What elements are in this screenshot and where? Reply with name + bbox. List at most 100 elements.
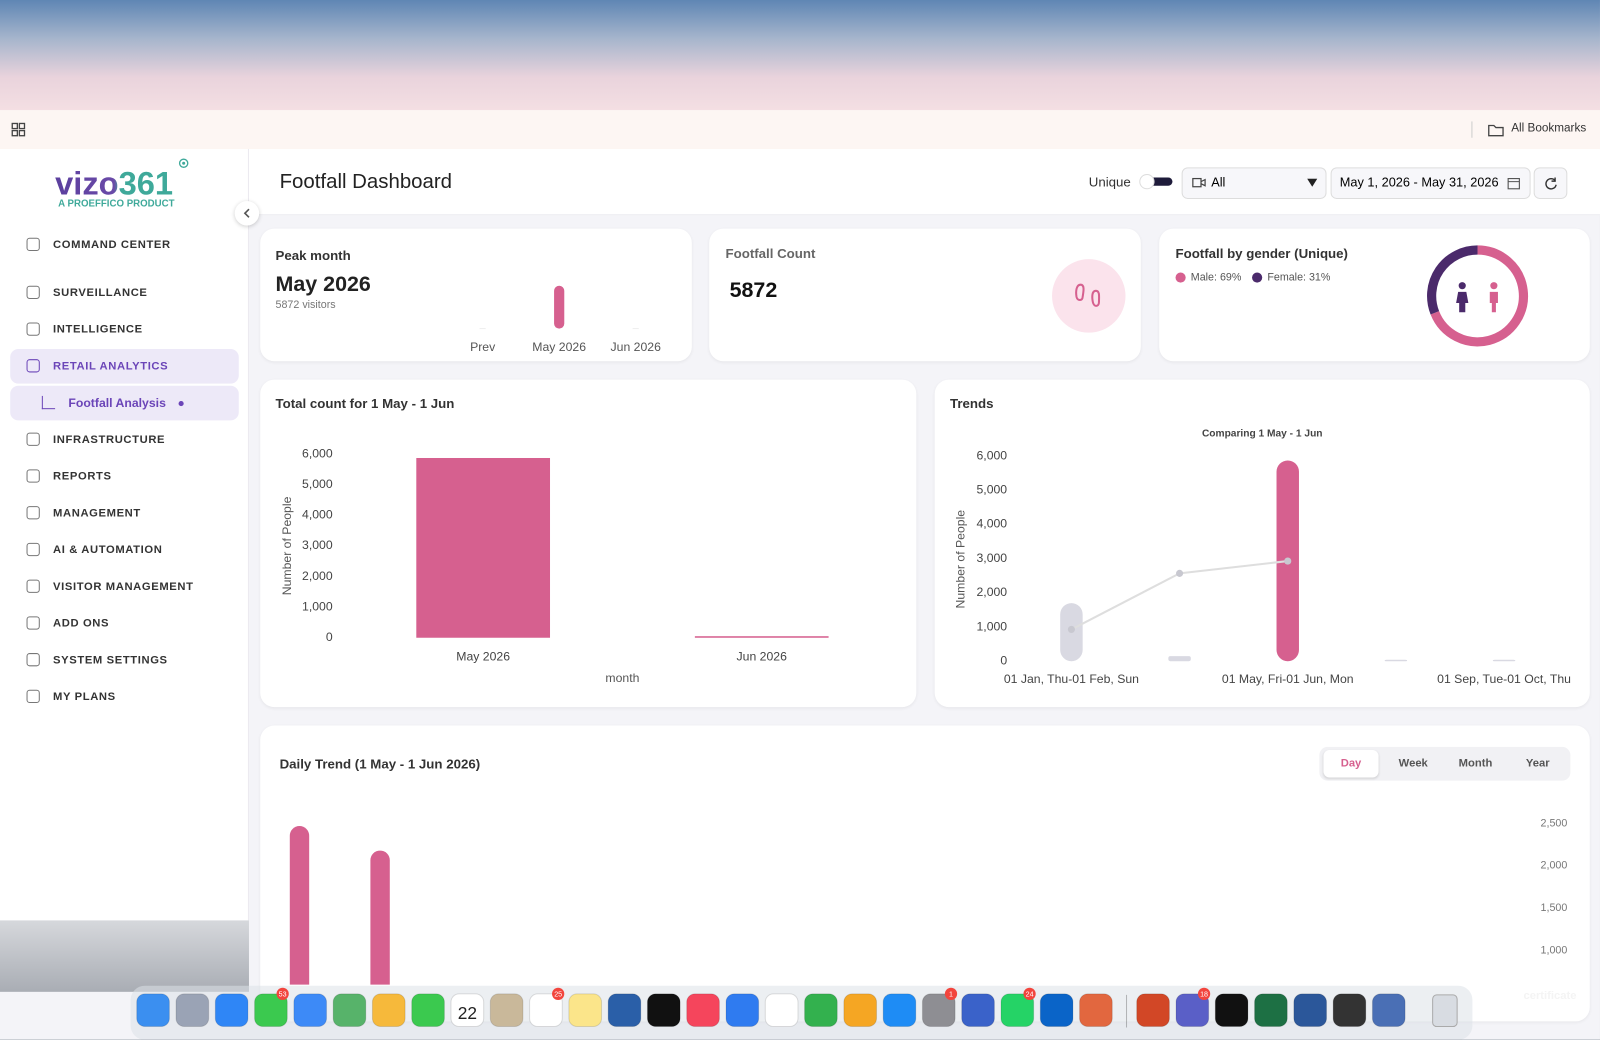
date-range-picker[interactable]: May 1, 2026 - May 31, 2026: [1330, 167, 1531, 199]
app-icon[interactable]: [764, 993, 799, 1028]
app-icon[interactable]: [725, 993, 760, 1028]
page-title: Footfall Dashboard: [279, 170, 453, 193]
app-icon[interactable]: [686, 993, 720, 1028]
app-icon[interactable]: [1000, 993, 1035, 1028]
app-icon[interactable]: [646, 993, 681, 1028]
app-icon[interactable]: [136, 993, 170, 1028]
total-count-card: Total count for 1 May - 1 Jun: [260, 379, 917, 708]
card-title: Footfall by gender (Unique): [1175, 245, 1348, 262]
badge-count: 1: [949, 990, 953, 998]
refresh-button[interactable]: [1533, 167, 1568, 199]
app-icon[interactable]: [175, 993, 210, 1028]
app-icon[interactable]: [843, 993, 878, 1028]
nav-item[interactable]: COMMAND CENTER: [10, 228, 239, 263]
calendar-day: 22: [458, 1003, 477, 1023]
app-icon[interactable]: [1254, 993, 1288, 1028]
nav-label: SYSTEM SETTINGS: [53, 654, 168, 667]
nav-item[interactable]: ADD ONS: [10, 606, 239, 641]
app-icon[interactable]: [254, 993, 288, 1028]
app-icon[interactable]: [293, 993, 328, 1028]
nav-icon: [26, 237, 40, 252]
nav-label: INFRASTRUCTURE: [53, 433, 166, 446]
nav-item[interactable]: VISITOR MANAGEMENT: [10, 569, 239, 604]
card-title: Peak month: [275, 247, 351, 264]
folder-icon: [1488, 124, 1504, 137]
card-title: Total count for 1 May - 1 Jun: [275, 395, 455, 412]
logo: vizo361 A PROEFFICO PRODUCT: [55, 158, 189, 210]
nav-item[interactable]: RETAIL ANALYTICS: [10, 348, 239, 384]
trash-icon[interactable]: [1432, 994, 1458, 1028]
app-icon[interactable]: [450, 993, 485, 1028]
badge: [552, 987, 565, 1000]
app-icon[interactable]: [921, 993, 956, 1028]
period-tab[interactable]: Month: [1458, 757, 1493, 770]
period-tab[interactable]: Year: [1525, 757, 1550, 770]
app-icon[interactable]: [411, 993, 445, 1028]
app-icon[interactable]: [1214, 993, 1249, 1028]
nav-item[interactable]: AI & AUTOMATION: [10, 533, 239, 568]
nav-icon: [26, 616, 40, 630]
date-range: May 1, 2026 - May 31, 2026: [1339, 175, 1499, 190]
nav-icon: [26, 689, 40, 704]
app-icon[interactable]: [1136, 993, 1170, 1028]
nav-item[interactable]: SYSTEM SETTINGS: [10, 643, 239, 678]
apps-icon[interactable]: [11, 122, 26, 137]
camera-filter: All: [1211, 175, 1226, 190]
period-tab[interactable]: Week: [1398, 757, 1428, 770]
app-icon[interactable]: [371, 993, 406, 1028]
desktop-label: certificate: [1523, 989, 1577, 1003]
nav-item[interactable]: MANAGEMENT: [10, 496, 239, 531]
logo-tagline: A PROEFFICO PRODUCT: [58, 199, 175, 210]
period-tab[interactable]: Day: [1323, 749, 1379, 778]
app-icon[interactable]: [568, 993, 603, 1028]
app-icon[interactable]: [1175, 993, 1210, 1028]
wallpaper: [0, 0, 1600, 111]
nav-item[interactable]: SURVEILLANCE: [10, 276, 239, 311]
nav-item[interactable]: INTELLIGENCE: [10, 312, 239, 347]
nav-subitem[interactable]: Footfall Analysis: [10, 385, 239, 421]
app-icon[interactable]: [1332, 993, 1367, 1028]
app-icon[interactable]: [489, 993, 524, 1028]
camera-select[interactable]: All: [1181, 167, 1327, 199]
camera-icon: [1192, 177, 1206, 188]
collapse-button[interactable]: [234, 201, 260, 226]
app-icon[interactable]: [961, 993, 995, 1028]
unique-toggle[interactable]: [1138, 173, 1175, 190]
nav-label: COMMAND CENTER: [53, 238, 171, 252]
desktop-blur: [0, 920, 249, 992]
nav-item[interactable]: REPORTS: [10, 459, 239, 494]
dropdown-arrow: [1307, 178, 1318, 187]
nav-label: MY PLANS: [53, 690, 116, 704]
badge: [1023, 987, 1036, 1000]
app-icon[interactable]: [804, 993, 838, 1028]
nav-label: RETAIL ANALYTICS: [53, 360, 169, 373]
nav-icon: [26, 542, 40, 557]
app-icon[interactable]: [1293, 993, 1328, 1028]
app-icon[interactable]: [1039, 993, 1074, 1028]
nav-icon: [26, 653, 40, 667]
badge-count: 18: [1200, 990, 1208, 998]
nav: COMMAND CENTER SURVEILLANCE INTELLIGENCE RE…: [0, 0, 248, 918]
app-icon[interactable]: [1371, 993, 1406, 1028]
app-icon[interactable]: [1079, 993, 1113, 1028]
nav-item[interactable]: INFRASTRUCTURE: [10, 422, 239, 457]
sidebar: vizo361 A PROEFFICO PRODUCT COMMAND CENT…: [0, 148, 260, 921]
app-icon[interactable]: [529, 993, 563, 1028]
bookmarks-label[interactable]: All Bookmarks: [1511, 122, 1587, 135]
nav-item[interactable]: MY PLANS: [10, 680, 239, 715]
badge: [276, 987, 289, 1000]
nav-icon: [26, 469, 40, 483]
nav-label: MANAGEMENT: [53, 507, 141, 520]
badge-count: 24: [1026, 990, 1034, 998]
app-icon[interactable]: [332, 993, 367, 1028]
app-icon[interactable]: [214, 993, 249, 1028]
nav-icon: [41, 395, 56, 410]
badge: [944, 987, 958, 1000]
bookmarks-bar: All Bookmarks: [0, 110, 1600, 150]
badge-count: 25: [554, 990, 562, 998]
dock: 22 53 25 1 24 18: [130, 985, 1473, 1040]
period-tabs: Day Week Month Year: [1319, 746, 1571, 781]
app-icon[interactable]: [607, 993, 642, 1028]
app-icon[interactable]: [882, 993, 917, 1028]
